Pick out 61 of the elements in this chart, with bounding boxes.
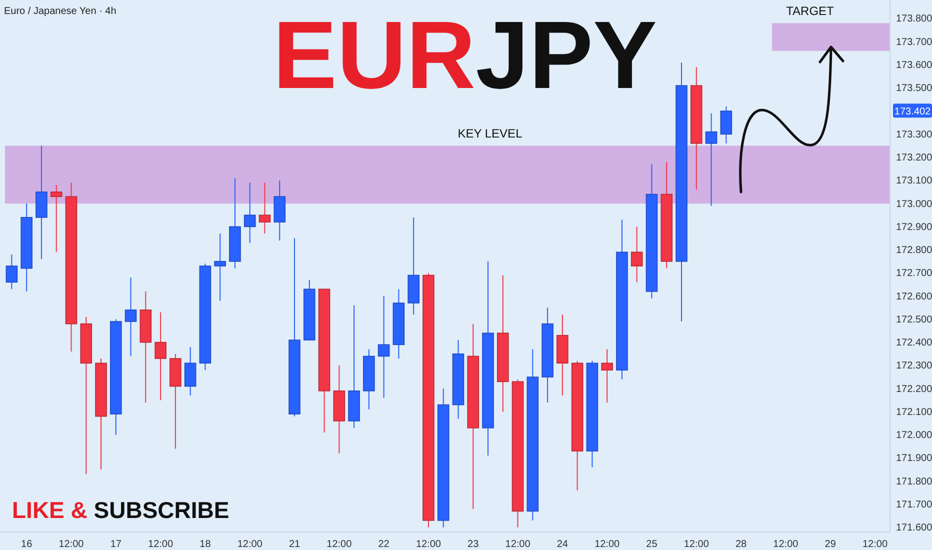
x-tick-label: 23 <box>468 539 480 550</box>
candlestick <box>705 112 718 206</box>
y-tick-label: 171.800 <box>896 476 932 488</box>
x-tick-label: 21 <box>288 539 301 550</box>
candlestick <box>50 184 62 253</box>
x-tick-label: 12:00 <box>326 539 352 550</box>
text: Euro / Japanese Yen · 4h <box>4 6 116 17</box>
x-tick-label: 18 <box>200 539 212 550</box>
candlestick <box>154 312 166 401</box>
y-tick-label: 172.700 <box>896 268 932 280</box>
x-tick-label: 12:00 <box>773 539 799 550</box>
y-tick-label: 173.800 <box>896 14 932 25</box>
candlestick <box>630 226 643 283</box>
candlestick <box>184 346 196 396</box>
candlestick <box>258 182 271 234</box>
candlestick <box>214 233 226 302</box>
x-tick-label: 28 <box>735 539 748 550</box>
y-tick-label: 173.300 <box>896 129 932 140</box>
y-tick-label: 172.800 <box>896 245 932 256</box>
y-tick-label: 172.300 <box>896 360 932 372</box>
y-tick-label: 173.200 <box>896 152 932 164</box>
y-tick-label: 171.700 <box>896 499 932 510</box>
x-tick-label: 12:00 <box>505 539 531 550</box>
candlestick <box>378 296 390 398</box>
candlestick <box>720 106 732 144</box>
y-tick-label: 173.100 <box>896 176 932 187</box>
x-tick-label: 12:00 <box>594 539 620 550</box>
chart-title: EURJPY <box>272 2 658 109</box>
x-tick-label: 16 <box>21 539 33 550</box>
y-tick-label: 172.500 <box>896 314 932 326</box>
x-tick-label: 29 <box>824 539 836 550</box>
y-tick-label: 173.600 <box>896 60 932 71</box>
candlestick <box>601 348 613 403</box>
x-tick-label: 12:00 <box>862 539 888 550</box>
y-tick-label: 171.900 <box>896 453 932 464</box>
y-tick-label: 172.400 <box>896 338 932 349</box>
candlestick <box>124 277 137 357</box>
x-tick-label: 12:00 <box>416 539 442 550</box>
y-tick-label: 172.100 <box>896 406 932 418</box>
y-tick-label: 172.600 <box>896 291 932 302</box>
y-tick-label: 171.600 <box>896 522 932 534</box>
band-label: KEY LEVEL <box>458 126 523 141</box>
y-tick-label: 172.000 <box>896 430 932 442</box>
annotation: 173.402 <box>894 106 932 118</box>
y-tick-label: 173.500 <box>896 83 932 94</box>
x-tick-label: 12:00 <box>237 539 263 550</box>
x-tick-label: 17 <box>110 539 122 550</box>
x-tick-label: 12:00 <box>58 539 84 550</box>
y-tick-label: 173.000 <box>896 198 932 210</box>
x-tick-label: 12:00 <box>148 539 174 550</box>
candlestick <box>6 254 18 290</box>
x-tick-label: 25 <box>646 539 658 550</box>
y-tick-label: 173.700 <box>896 36 932 48</box>
band-label: TARGET <box>786 4 835 18</box>
annotation: LIKE & SUBSCRIBE <box>12 497 230 523</box>
y-tick-label: 172.900 <box>896 222 932 233</box>
y-tick-label: 172.200 <box>896 384 932 395</box>
x-tick-label: 22 <box>378 539 390 550</box>
candlestick <box>244 182 256 244</box>
x-tick-label: 24 <box>556 539 568 550</box>
x-tick-label: 12:00 <box>684 539 710 550</box>
